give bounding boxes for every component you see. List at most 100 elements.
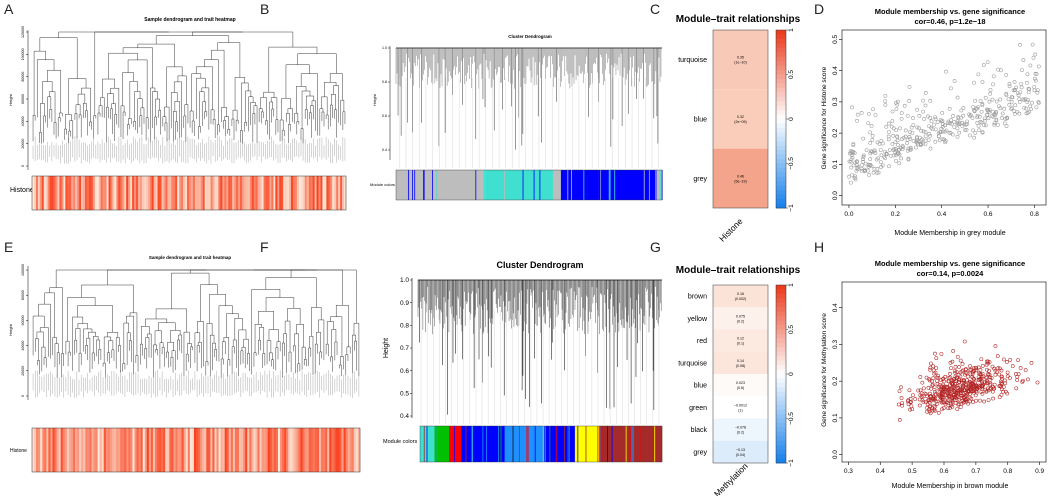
data-point — [976, 123, 981, 128]
data-point — [960, 124, 965, 128]
data-point — [949, 86, 953, 91]
trait-cell — [103, 428, 107, 472]
data-point — [991, 74, 996, 79]
cell-value-blue: 0.32 — [737, 115, 744, 119]
dendrogram-branch — [83, 103, 87, 118]
y-tick-label: 0.5 — [400, 391, 409, 398]
cell-value-green: −0.0012 — [734, 403, 747, 407]
trait-cell — [128, 176, 131, 210]
data-point — [955, 385, 960, 390]
dendrogram-branch — [114, 114, 118, 142]
module-color-stripe — [568, 426, 570, 462]
data-point — [1008, 376, 1012, 380]
dendrogram-branch — [202, 101, 206, 127]
module-color-stripe — [500, 426, 502, 462]
trait-cell — [202, 428, 205, 472]
cell-pvalue-blue: (2e−09) — [734, 120, 747, 124]
data-point — [849, 165, 854, 170]
trait-cell — [196, 176, 200, 210]
dendrogram-branch — [232, 339, 237, 368]
x-tick-label: 0.0 — [844, 211, 853, 218]
dendrogram-branch — [290, 269, 343, 306]
data-point — [859, 168, 864, 173]
colorscale-tick-label: 0 — [788, 372, 795, 376]
dendrogram-branch — [310, 105, 314, 120]
dendrogram-branch — [187, 343, 192, 355]
trait-cell — [189, 176, 192, 210]
trait-cell — [220, 176, 223, 210]
dendrogram-branch — [65, 114, 72, 130]
data-point — [927, 378, 932, 383]
x-tick-label: 0.6 — [939, 468, 948, 475]
panel-d-subtitle: cor=0.46, p=1.2e−18 — [914, 17, 985, 26]
data-point — [935, 401, 940, 406]
trait-cell — [118, 428, 121, 472]
data-point — [973, 130, 978, 135]
colorscale-tick-label: −0.5 — [788, 412, 795, 425]
panel-c-xlabel: Histone — [717, 216, 745, 244]
dendrogram-branch — [235, 119, 239, 132]
data-point — [1000, 387, 1004, 392]
dendrogram-branch — [279, 119, 284, 142]
trait-cell — [139, 176, 143, 210]
dendrogram-branch — [330, 104, 333, 127]
trait-cell — [60, 428, 64, 472]
data-point — [902, 103, 907, 108]
y-tick-label: 0.0 — [832, 191, 839, 200]
trait-cell — [329, 428, 332, 472]
data-point — [1017, 100, 1022, 104]
data-point — [987, 107, 992, 112]
data-point — [1015, 378, 1020, 382]
dendrogram-branch — [339, 364, 342, 377]
trait-cell — [284, 428, 287, 472]
dendrogram-branch — [300, 73, 318, 136]
trait-cell — [53, 176, 56, 210]
data-point — [996, 366, 1001, 370]
data-point — [891, 133, 896, 138]
data-point — [899, 156, 903, 161]
trait-cell — [283, 176, 286, 210]
data-point — [918, 375, 923, 379]
data-point — [887, 164, 891, 169]
data-point — [909, 404, 914, 409]
data-point — [970, 372, 975, 376]
data-point — [993, 372, 998, 377]
colorscale-step — [776, 351, 786, 357]
data-point — [1016, 93, 1021, 98]
data-point — [949, 403, 953, 408]
dendrogram-branch — [247, 353, 250, 372]
module-color-stripe — [428, 170, 430, 200]
dendrogram-branch — [155, 308, 187, 333]
trait-cell — [153, 176, 156, 210]
module-color-stripe — [575, 170, 577, 200]
trait-cell — [120, 176, 123, 210]
dendrogram-branch — [309, 112, 312, 138]
module-color-stripe — [607, 426, 608, 462]
data-point — [973, 383, 978, 388]
trait-cell — [75, 176, 78, 210]
trait-cell — [130, 176, 133, 210]
data-point — [926, 385, 931, 390]
data-point — [1024, 106, 1029, 111]
data-point — [933, 127, 938, 132]
data-point — [961, 383, 965, 388]
trait-cell — [90, 176, 94, 210]
dendrogram-branch — [281, 97, 291, 120]
dendrogram-branch — [340, 356, 344, 370]
module-color-stripe — [643, 170, 645, 200]
colorscale-step — [776, 285, 786, 290]
data-point — [935, 120, 940, 124]
trait-cell — [302, 428, 305, 472]
trait-cell — [249, 428, 252, 472]
data-point — [932, 371, 937, 376]
data-point — [1015, 91, 1020, 96]
trait-cell — [304, 176, 308, 210]
dendrogram-branch — [283, 333, 287, 374]
panel-f-yticks: 0.4 0.5 0.6 0.7 0.8 0.9 1.0 — [400, 277, 412, 420]
module-color-block — [574, 426, 600, 462]
dendrogram-branch — [58, 112, 63, 118]
y-tick-label: 100000 — [21, 48, 25, 60]
data-point — [848, 160, 853, 164]
trait-cell — [296, 428, 299, 472]
data-point — [971, 128, 975, 133]
